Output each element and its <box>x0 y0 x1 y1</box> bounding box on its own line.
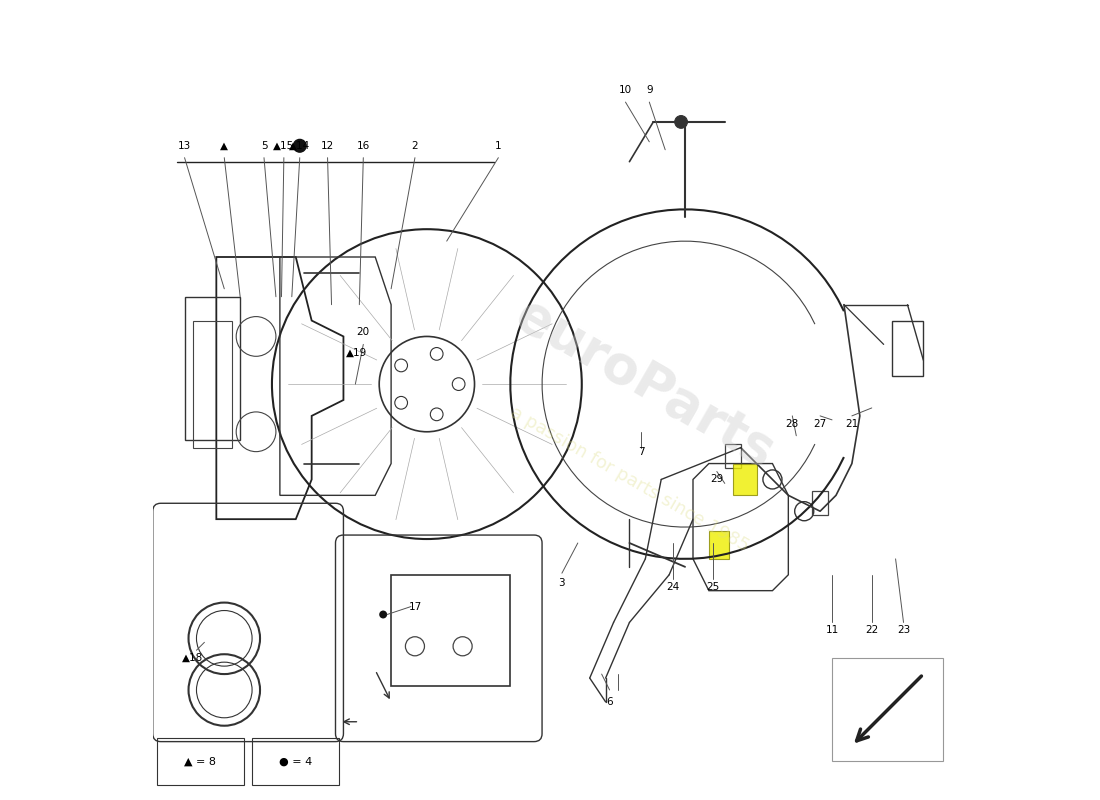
Text: 12: 12 <box>321 141 334 150</box>
Text: 28: 28 <box>785 419 799 429</box>
Text: a passion for parts since 1985: a passion for parts since 1985 <box>507 403 752 555</box>
Bar <box>708 531 728 559</box>
Bar <box>185 297 240 440</box>
Text: 3: 3 <box>559 578 565 588</box>
Bar <box>892 321 923 376</box>
Text: ▲14: ▲14 <box>289 141 310 150</box>
Circle shape <box>674 115 688 128</box>
Text: 11: 11 <box>825 626 838 635</box>
Text: 23: 23 <box>896 626 910 635</box>
Bar <box>192 321 232 448</box>
Circle shape <box>395 397 407 409</box>
Text: 6: 6 <box>606 697 613 707</box>
Text: 13: 13 <box>178 141 191 150</box>
Text: 9: 9 <box>646 85 652 95</box>
Circle shape <box>379 610 387 618</box>
Text: 27: 27 <box>814 419 827 429</box>
Circle shape <box>452 378 465 390</box>
Text: 1: 1 <box>495 141 502 150</box>
Circle shape <box>430 347 443 360</box>
Circle shape <box>430 408 443 421</box>
Bar <box>725 444 740 467</box>
Text: euroParts: euroParts <box>506 289 784 479</box>
Bar <box>392 574 510 686</box>
Bar <box>812 491 828 515</box>
Text: 5: 5 <box>261 141 267 150</box>
Text: 10: 10 <box>619 85 632 95</box>
Text: 25: 25 <box>706 582 719 592</box>
Text: ▲: ▲ <box>220 141 229 150</box>
Text: ● = 4: ● = 4 <box>279 757 312 766</box>
Circle shape <box>294 139 306 152</box>
Text: 16: 16 <box>356 141 370 150</box>
Text: ▲15: ▲15 <box>273 141 295 150</box>
Text: 20: 20 <box>356 327 370 338</box>
Text: 29: 29 <box>711 474 724 485</box>
Text: ▲19: ▲19 <box>346 347 367 358</box>
Text: ▲ = 8: ▲ = 8 <box>185 757 217 766</box>
Bar <box>733 463 757 495</box>
Text: 24: 24 <box>667 582 680 592</box>
Text: 17: 17 <box>408 602 421 611</box>
Text: 22: 22 <box>865 626 879 635</box>
Text: 21: 21 <box>845 419 858 429</box>
Text: 7: 7 <box>638 446 645 457</box>
Text: 2: 2 <box>411 141 418 150</box>
Text: ▲18: ▲18 <box>182 653 204 663</box>
Circle shape <box>395 359 407 372</box>
